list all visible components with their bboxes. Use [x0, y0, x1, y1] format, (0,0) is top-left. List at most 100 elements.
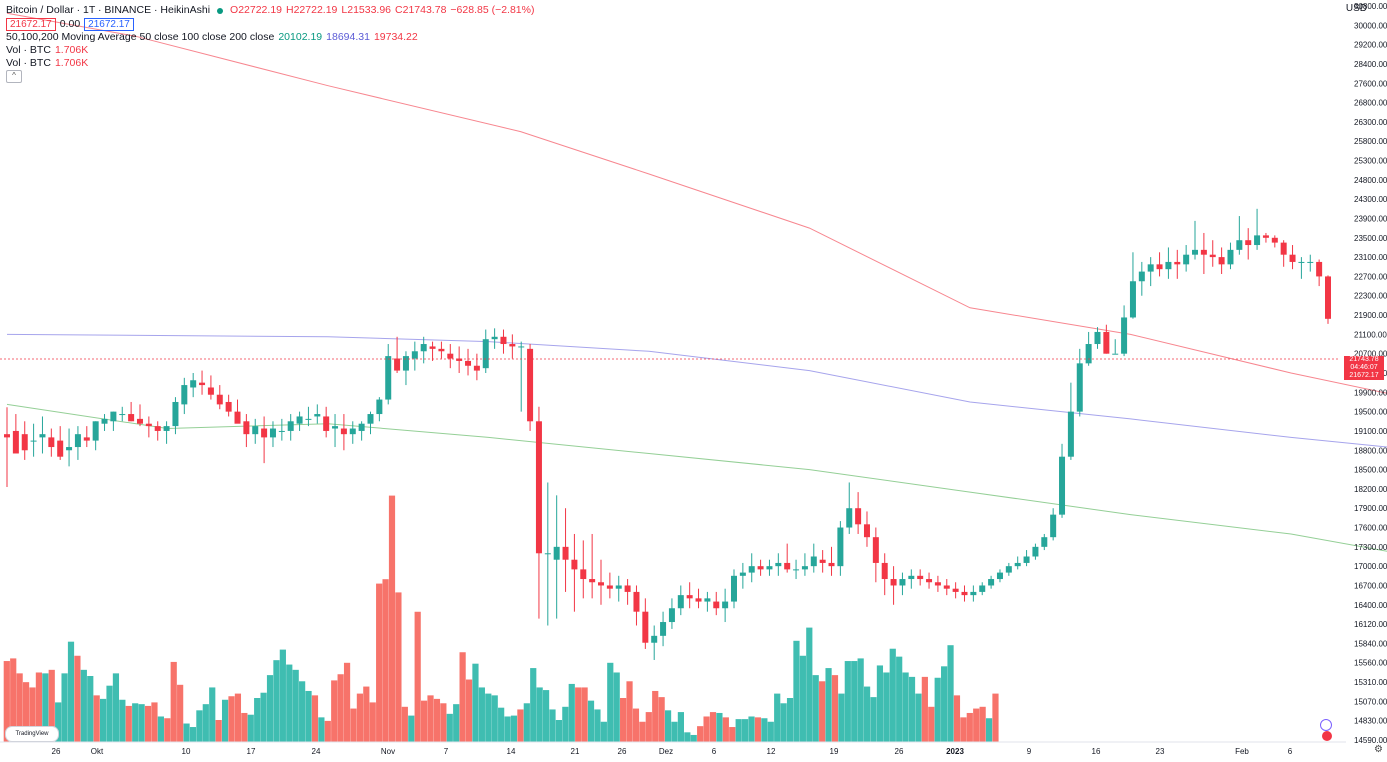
- price-tick-label: 17000.00: [1354, 562, 1387, 571]
- date-axis[interactable]: 26 Okt 10 17 24 Nov 7 14 21 26 Dez 6 12 19 26 2023 9 16 23…: [52, 747, 1293, 756]
- candle-body: [890, 579, 897, 586]
- price-axis[interactable]: 30800.00 30000.00 29200.00 28400.00 27600.00…: [0, 2, 1387, 745]
- candle-body: [810, 556, 817, 567]
- volume-bar: [209, 687, 216, 742]
- candle-body: [1112, 353, 1119, 355]
- bid-price-tag: 21672.17: [1349, 372, 1379, 379]
- candle-body: [606, 585, 613, 589]
- candle-body: [899, 579, 906, 586]
- volume-bar: [10, 658, 17, 742]
- volume-bar: [992, 693, 999, 742]
- candle-body: [1050, 514, 1057, 538]
- tradingview-logo[interactable]: TradingView: [5, 726, 59, 742]
- candle-body: [172, 401, 179, 427]
- candle-body: [500, 336, 507, 345]
- volume-bar: [530, 668, 537, 742]
- ohlc-change: −628.85 (−2.81%): [450, 4, 535, 16]
- date-tick-label: Nov: [381, 747, 395, 756]
- heikin-ashi-candles: [4, 208, 1331, 660]
- symbol-title[interactable]: Bitcoin / Dollar · 1T · BINANCE · Heikin…: [6, 4, 211, 16]
- candle-body: [296, 416, 303, 424]
- volume-bar: [966, 712, 973, 742]
- legend-collapse-button[interactable]: ^: [6, 70, 22, 83]
- volume-bar: [177, 684, 184, 742]
- candle-body: [739, 572, 746, 576]
- date-tick-label: 17: [247, 747, 256, 756]
- candle-body: [1067, 411, 1074, 457]
- date-tick-label: 19: [830, 747, 839, 756]
- volume-bar: [421, 700, 428, 742]
- candle-body: [269, 428, 276, 438]
- price-tick-label: 19100.00: [1354, 427, 1387, 436]
- volume-bar: [279, 649, 286, 742]
- price-tick-label: 17600.00: [1354, 524, 1387, 533]
- candle-body: [766, 566, 773, 570]
- date-tick-label: 6: [1288, 747, 1293, 756]
- volume-bar: [902, 672, 909, 742]
- candle-body: [1218, 257, 1225, 265]
- date-tick-label: 16: [1092, 747, 1101, 756]
- volume-bar: [985, 718, 993, 742]
- candle-body: [926, 579, 933, 583]
- price-tick-label: 19900.00: [1354, 388, 1387, 397]
- candle-body: [465, 360, 472, 366]
- volume-bar: [311, 695, 319, 742]
- price-tick-label: 24300.00: [1354, 195, 1387, 204]
- candle-body: [278, 430, 285, 432]
- volume-indicator-label-2[interactable]: Vol · BTC: [6, 57, 51, 69]
- volume-bar: [587, 700, 595, 742]
- volume-bar: [690, 734, 697, 742]
- volume-bar: [504, 716, 511, 742]
- alert-icon[interactable]: [1322, 731, 1332, 741]
- volume-indicator-label[interactable]: Vol · BTC: [6, 44, 51, 56]
- candle-body: [332, 426, 339, 429]
- candle-body: [199, 382, 206, 386]
- volume-bar: [138, 704, 145, 742]
- candle-body: [349, 428, 356, 435]
- ohlc-high: H22722.19: [286, 4, 338, 16]
- price-tick-label: 15840.00: [1354, 639, 1387, 648]
- gear-icon[interactable]: ⚙: [1374, 744, 1383, 755]
- candle-body: [314, 414, 321, 417]
- volume-bar: [709, 712, 717, 742]
- price-tick-label: 27600.00: [1354, 79, 1387, 88]
- price-tick-label: 15070.00: [1354, 697, 1387, 706]
- candle-body: [4, 434, 10, 438]
- ma100-value: 18694.31: [326, 31, 370, 43]
- currency-label[interactable]: USD: [1345, 3, 1367, 14]
- date-tick-label: 10: [182, 747, 191, 756]
- candle-body: [1174, 261, 1181, 265]
- candle-body: [1254, 235, 1261, 246]
- volume-bar: [408, 715, 415, 742]
- candle-body: [660, 622, 667, 636]
- candle-body: [1236, 240, 1243, 250]
- candle-body: [518, 346, 525, 348]
- candle-body: [119, 414, 126, 416]
- volume-bar: [74, 655, 81, 742]
- candle-body: [970, 591, 977, 596]
- volume-bar: [401, 706, 408, 742]
- volume-bars: [3, 495, 999, 742]
- candle-body: [21, 434, 28, 451]
- candle-body: [402, 356, 409, 371]
- price-tick-label: 19500.00: [1354, 408, 1387, 417]
- lightning-icon[interactable]: [1320, 719, 1332, 731]
- volume-bar: [722, 717, 729, 742]
- bid-price-box[interactable]: 21672.17: [6, 18, 56, 31]
- ma-indicator-label[interactable]: 50,100,200 Moving Average 50 close 100 c…: [6, 31, 275, 43]
- volume-bar: [164, 718, 171, 742]
- candle-body: [456, 358, 463, 361]
- volume-bar: [363, 686, 370, 742]
- candle-body: [411, 351, 418, 359]
- volume-value: 1.706K: [54, 44, 89, 56]
- volume-bar: [48, 669, 55, 742]
- ask-price-box[interactable]: 21672.17: [84, 18, 134, 31]
- volume-bar: [93, 695, 100, 742]
- volume-bar: [478, 687, 485, 742]
- date-tick-label: Feb: [1235, 747, 1249, 756]
- volume-bar: [350, 708, 357, 742]
- volume-bar: [498, 707, 505, 742]
- volume-bar: [472, 663, 479, 742]
- volume-bar: [132, 703, 139, 742]
